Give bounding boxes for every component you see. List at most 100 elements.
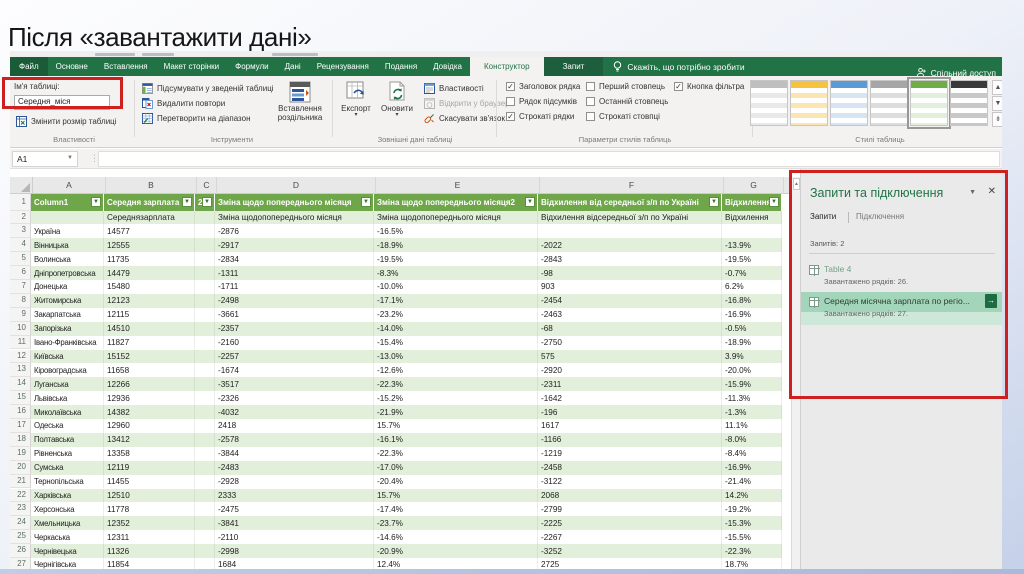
name-box-dropdown-arrow[interactable]: ▼ <box>67 155 73 161</box>
cell[interactable]: 12266 <box>104 377 195 392</box>
cell[interactable]: -3252 <box>538 544 722 558</box>
cell[interactable] <box>195 307 215 322</box>
cell[interactable]: 1684 <box>215 558 374 569</box>
cell[interactable]: -2876 <box>215 224 374 239</box>
cell[interactable]: 12960 <box>104 419 195 433</box>
row-number[interactable]: 24 <box>10 516 31 531</box>
column-letter-E[interactable]: E <box>376 177 540 194</box>
formula-input[interactable] <box>98 151 1000 167</box>
cell[interactable] <box>31 210 104 225</box>
cell[interactable]: -0.5% <box>722 321 782 336</box>
cell[interactable] <box>195 558 215 569</box>
cell[interactable] <box>195 460 215 475</box>
cell[interactable]: -20.4% <box>374 474 538 489</box>
cell[interactable]: 1617 <box>538 419 722 433</box>
cell[interactable]: -1166 <box>538 432 722 447</box>
select-all-corner[interactable] <box>10 177 33 194</box>
filter-dropdown-icon[interactable]: ▼ <box>182 197 192 208</box>
cell[interactable]: Полтавська <box>31 432 104 447</box>
cell[interactable]: Середня зарплата ▼ <box>104 194 195 211</box>
checkbox-checked-icon[interactable]: ✓ <box>506 112 515 121</box>
export-button[interactable]: Експорт ▾ <box>336 80 376 118</box>
cell[interactable] <box>195 293 215 308</box>
cell[interactable]: 11854 <box>104 558 195 569</box>
row-number[interactable]: 8 <box>10 293 31 308</box>
cell[interactable]: -3517 <box>215 377 374 392</box>
share-button[interactable]: Спільний доступ <box>916 63 996 82</box>
cell[interactable]: -2022 <box>538 238 722 253</box>
cell[interactable]: -15.9% <box>722 377 782 392</box>
cell[interactable]: -22.3% <box>374 446 538 461</box>
filter-dropdown-icon[interactable]: ▼ <box>202 197 212 208</box>
filter-dropdown-icon[interactable]: ▼ <box>769 197 779 208</box>
cell[interactable]: -196 <box>538 405 722 419</box>
cell[interactable]: -15.2% <box>374 391 538 406</box>
row-number[interactable]: 2 <box>10 210 31 225</box>
cell[interactable]: -18.9% <box>722 335 782 350</box>
cell[interactable]: 15.7% <box>374 419 538 433</box>
style-option-checkbox[interactable]: ✓ Кнопка фільтра <box>674 82 744 91</box>
row-number[interactable]: 26 <box>10 544 31 558</box>
cell[interactable]: -18.9% <box>374 238 538 253</box>
cell[interactable]: 14510 <box>104 321 195 336</box>
cell[interactable]: -13.0% <box>374 349 538 364</box>
cell[interactable]: 12555 <box>104 238 195 253</box>
cell[interactable]: -2463 <box>538 307 722 322</box>
ribbon-tab-5[interactable]: Дані <box>284 62 301 71</box>
cell[interactable]: Відхилення ▼ <box>722 194 782 211</box>
cell[interactable]: -22.3% <box>722 544 782 558</box>
style-option-checkbox[interactable]: Останній стовпець <box>586 97 668 106</box>
cell[interactable]: -1311 <box>215 266 374 280</box>
cell[interactable]: 11735 <box>104 252 195 267</box>
ribbon-tab-file[interactable]: Файл <box>10 57 48 76</box>
cell[interactable]: 14479 <box>104 266 195 280</box>
cell[interactable]: -2475 <box>215 502 374 517</box>
cell[interactable]: 2 ▼ <box>195 194 215 211</box>
row-number[interactable]: 3 <box>10 224 31 239</box>
cell[interactable]: -17.1% <box>374 293 538 308</box>
cell[interactable]: Column1 ▼ <box>31 194 104 211</box>
row-number[interactable]: 11 <box>10 335 31 350</box>
cell[interactable]: 11778 <box>104 502 195 517</box>
cell[interactable]: 2333 <box>215 488 374 503</box>
cell[interactable]: -14.6% <box>374 530 538 545</box>
cell[interactable]: Закарпатська <box>31 307 104 322</box>
cell[interactable]: 12936 <box>104 391 195 406</box>
cell[interactable]: -2225 <box>538 516 722 531</box>
cell[interactable]: -3661 <box>215 307 374 322</box>
cell[interactable]: 2418 <box>215 419 374 433</box>
cell[interactable]: -2498 <box>215 293 374 308</box>
cell[interactable]: 12311 <box>104 530 195 545</box>
cell[interactable]: -13.9% <box>722 238 782 253</box>
cell[interactable]: -21.9% <box>374 405 538 419</box>
gallery-more-button[interactable]: ⇟ <box>992 112 1002 127</box>
cell[interactable]: -19.5% <box>374 252 538 267</box>
cell[interactable]: -2799 <box>538 502 722 517</box>
remove-duplicates-button[interactable]: Видалити повтори <box>142 98 225 109</box>
cell[interactable] <box>195 502 215 517</box>
cell[interactable]: -23.7% <box>374 516 538 531</box>
cell[interactable]: 11455 <box>104 474 195 489</box>
cell[interactable]: 6.2% <box>722 280 782 294</box>
cell[interactable] <box>195 266 215 280</box>
panel-tab-queries[interactable]: Запити <box>810 212 837 221</box>
query-worksheet-icon[interactable] <box>985 294 997 308</box>
cell[interactable]: -11.3% <box>722 391 782 406</box>
cell[interactable]: Львівська <box>31 391 104 406</box>
cell[interactable]: -2326 <box>215 391 374 406</box>
style-option-checkbox[interactable]: ✓ Заголовок рядка <box>506 82 580 91</box>
row-number[interactable]: 23 <box>10 502 31 517</box>
column-letter-C[interactable]: C <box>197 177 217 194</box>
resize-table-button[interactable]: Змінити розмір таблиці <box>16 116 117 127</box>
cell[interactable] <box>195 280 215 294</box>
cell[interactable]: -15.5% <box>722 530 782 545</box>
cell[interactable]: -20.9% <box>374 544 538 558</box>
cell[interactable] <box>195 419 215 433</box>
cell[interactable]: -21.4% <box>722 474 782 489</box>
cell[interactable]: -16.5% <box>374 224 538 239</box>
cell[interactable]: -1674 <box>215 363 374 378</box>
cell[interactable]: Черкаська <box>31 530 104 545</box>
cell[interactable]: 14577 <box>104 224 195 239</box>
cell[interactable]: Сумська <box>31 460 104 475</box>
cell[interactable] <box>195 377 215 392</box>
